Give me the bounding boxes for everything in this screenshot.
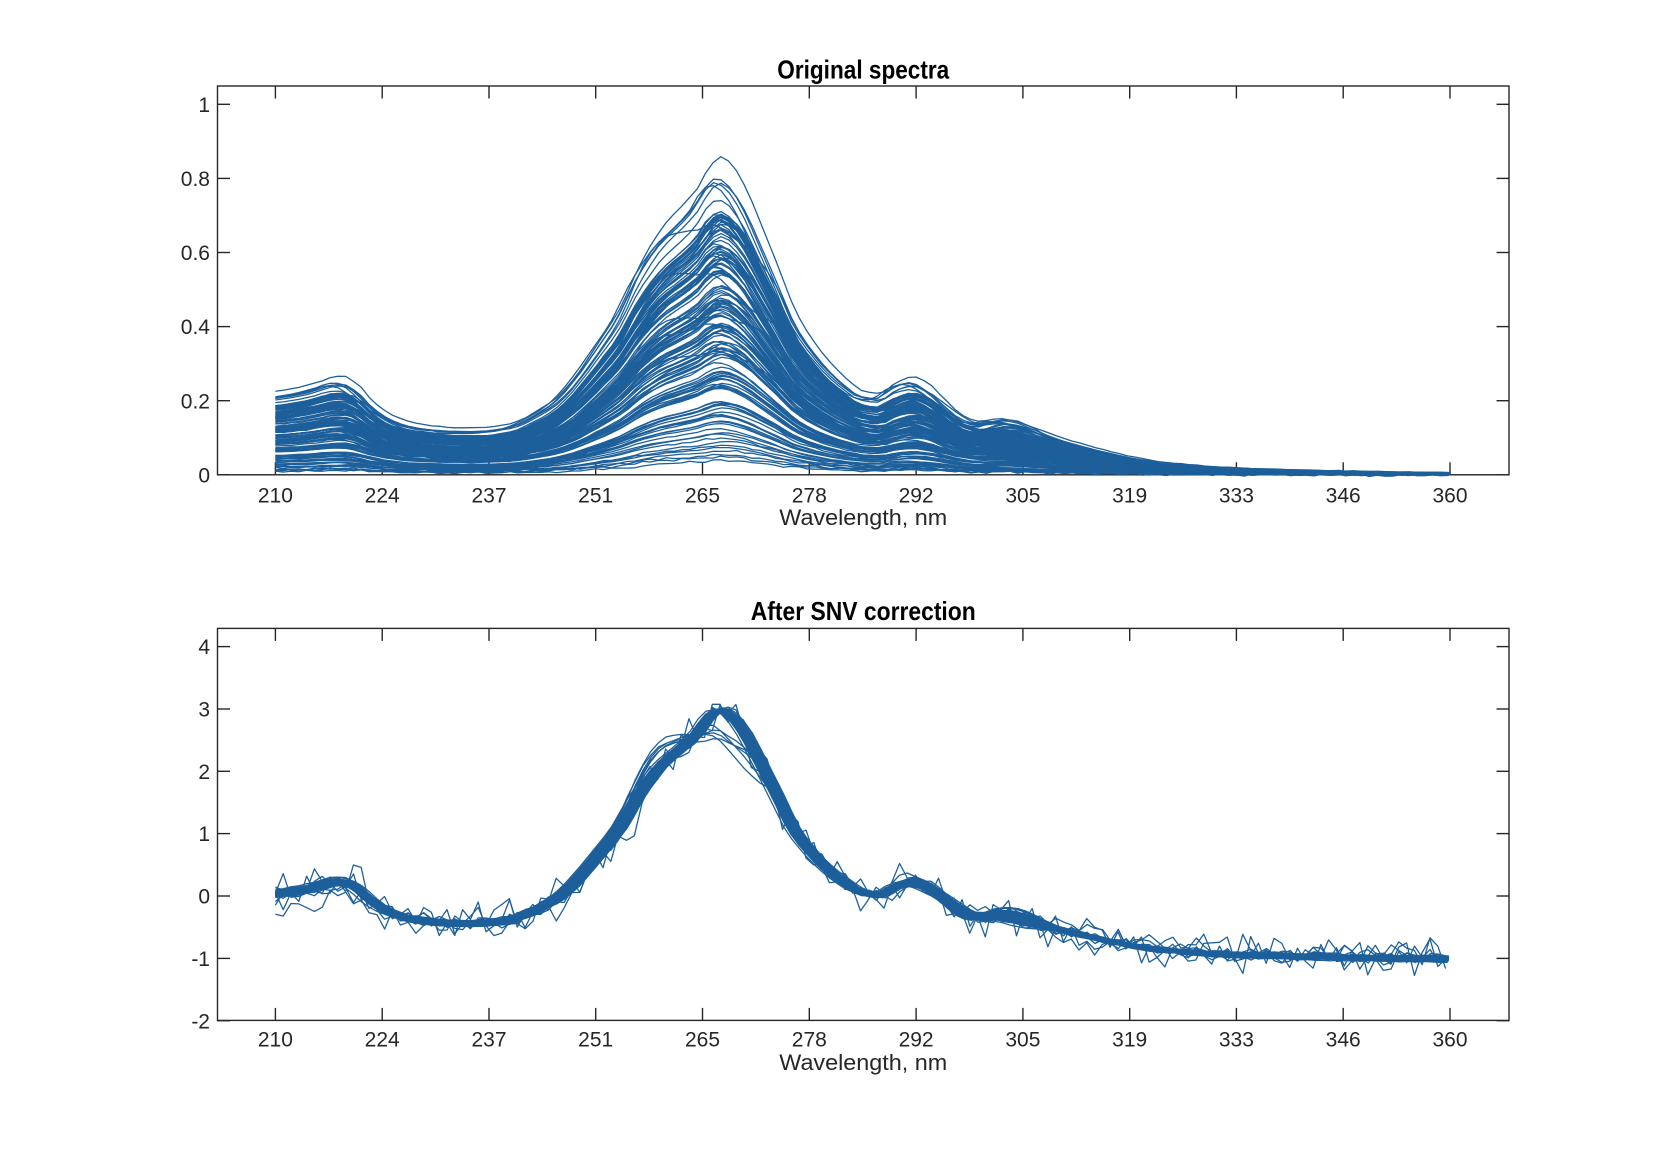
svg-text:After SNV correction: After SNV correction — [751, 596, 976, 626]
svg-text:1: 1 — [198, 823, 210, 846]
svg-text:305: 305 — [1005, 1029, 1040, 1052]
svg-text:278: 278 — [792, 484, 827, 507]
svg-text:0.6: 0.6 — [181, 242, 210, 265]
svg-text:360: 360 — [1432, 484, 1467, 507]
svg-text:224: 224 — [365, 1029, 400, 1052]
svg-text:-1: -1 — [191, 948, 210, 971]
svg-text:237: 237 — [471, 1029, 506, 1052]
svg-text:0: 0 — [198, 464, 210, 487]
svg-text:4: 4 — [198, 636, 210, 659]
svg-text:3: 3 — [198, 699, 210, 722]
svg-text:292: 292 — [899, 1029, 934, 1052]
svg-text:251: 251 — [578, 484, 613, 507]
svg-text:251: 251 — [578, 1029, 613, 1052]
svg-text:265: 265 — [685, 1029, 720, 1052]
svg-text:333: 333 — [1219, 484, 1254, 507]
svg-text:292: 292 — [899, 484, 934, 507]
svg-text:224: 224 — [365, 484, 400, 507]
svg-text:Wavelength, nm: Wavelength, nm — [779, 505, 947, 530]
svg-text:265: 265 — [685, 484, 720, 507]
svg-text:305: 305 — [1005, 484, 1040, 507]
svg-text:346: 346 — [1326, 484, 1361, 507]
svg-text:237: 237 — [471, 484, 506, 507]
svg-text:333: 333 — [1219, 1029, 1254, 1052]
svg-text:210: 210 — [258, 1029, 293, 1052]
svg-text:360: 360 — [1432, 1029, 1467, 1052]
svg-text:346: 346 — [1326, 1029, 1361, 1052]
svg-text:1: 1 — [198, 94, 210, 117]
svg-text:-2: -2 — [191, 1010, 210, 1033]
svg-text:0: 0 — [198, 886, 210, 909]
svg-text:0.4: 0.4 — [181, 316, 211, 339]
svg-text:0.2: 0.2 — [181, 390, 210, 413]
svg-text:Original spectra: Original spectra — [777, 55, 949, 85]
svg-text:319: 319 — [1112, 484, 1147, 507]
svg-text:319: 319 — [1112, 1029, 1147, 1052]
svg-text:2: 2 — [198, 761, 210, 784]
svg-text:Wavelength, nm: Wavelength, nm — [779, 1050, 947, 1075]
svg-text:278: 278 — [792, 1029, 827, 1052]
svg-text:210: 210 — [258, 484, 293, 507]
svg-text:0.8: 0.8 — [181, 168, 210, 191]
